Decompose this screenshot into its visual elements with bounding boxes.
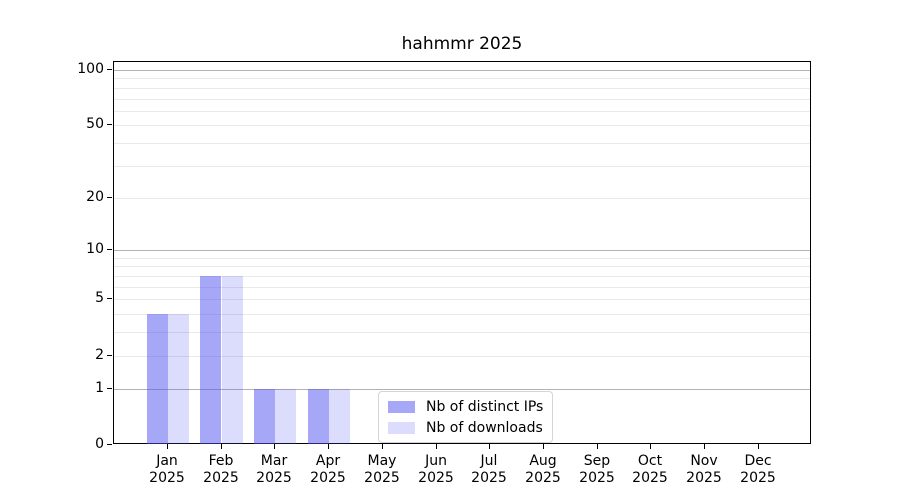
minor-gridline [114,143,810,144]
x-tick-label: Oct 2025 [632,453,668,486]
y-tick-label: 100 [77,61,104,77]
y-tick-mark [107,249,112,250]
x-tick-label: Nov 2025 [686,453,722,486]
minor-gridline [114,198,810,199]
legend-label-downloads: Nb of downloads [426,419,543,436]
x-tick-label: Mar 2025 [256,453,292,486]
y-tick-mark [107,197,112,198]
legend: Nb of distinct IPs Nb of downloads [378,391,554,443]
x-tick-mark [382,444,383,449]
minor-gridline [114,276,810,277]
y-tick-label: 20 [86,189,104,205]
x-tick-label: May 2025 [364,453,400,486]
minor-gridline [114,99,810,100]
y-tick-label: 10 [86,241,104,257]
x-tick-mark [597,444,598,449]
x-tick-mark [704,444,705,449]
minor-gridline [114,332,810,333]
major-gridline [114,389,810,390]
bar-downloads [168,314,189,444]
y-tick-label: 50 [86,116,104,132]
y-tick-mark [107,124,112,125]
minor-gridline [114,111,810,112]
major-gridline [114,70,810,71]
x-tick-mark [758,444,759,449]
x-tick-label: Feb 2025 [203,453,239,486]
x-tick-mark [167,444,168,449]
legend-item-distinct-ips: Nb of distinct IPs [388,397,543,416]
x-tick-mark [221,444,222,449]
y-tick-mark [107,298,112,299]
minor-gridline [114,166,810,167]
x-tick-mark [328,444,329,449]
legend-item-downloads: Nb of downloads [388,418,543,437]
y-tick-label: 5 [95,290,104,306]
minor-gridline [114,125,810,126]
major-gridline [114,250,810,251]
bar-distinct-ips [254,389,275,444]
x-tick-label: Apr 2025 [310,453,346,486]
minor-gridline [114,356,810,357]
bar-downloads [329,389,350,444]
plot-area [113,61,811,444]
bar-distinct-ips [200,276,221,444]
x-tick-label: Aug 2025 [525,453,561,486]
y-tick-mark [107,355,112,356]
x-tick-mark [274,444,275,449]
x-tick-mark [650,444,651,449]
minor-gridline [114,287,810,288]
legend-swatch-downloads [388,421,415,434]
x-tick-mark [543,444,544,449]
minor-gridline [114,314,810,315]
bar-distinct-ips [147,314,168,444]
legend-label-distinct-ips: Nb of distinct IPs [426,398,544,415]
y-tick-label: 2 [95,347,104,363]
x-tick-mark [489,444,490,449]
minor-gridline [114,78,810,79]
bar-distinct-ips [308,389,329,444]
y-tick-mark [107,444,112,445]
x-tick-label: Jul 2025 [471,453,507,486]
bar-downloads [222,276,243,444]
x-tick-mark [436,444,437,449]
x-tick-label: Sep 2025 [579,453,615,486]
chart-title: hahmmr 2025 [401,34,523,54]
minor-gridline [114,258,810,259]
y-tick-label: 1 [95,380,104,396]
minor-gridline [114,299,810,300]
y-tick-mark [107,388,112,389]
y-tick-label: 0 [95,436,104,452]
bar-downloads [275,389,296,444]
minor-gridline [114,266,810,267]
legend-swatch-distinct-ips [388,400,415,413]
x-tick-label: Dec 2025 [740,453,776,486]
minor-gridline [114,88,810,89]
x-tick-label: Jan 2025 [149,453,185,486]
y-tick-mark [107,69,112,70]
x-tick-label: Jun 2025 [418,453,454,486]
